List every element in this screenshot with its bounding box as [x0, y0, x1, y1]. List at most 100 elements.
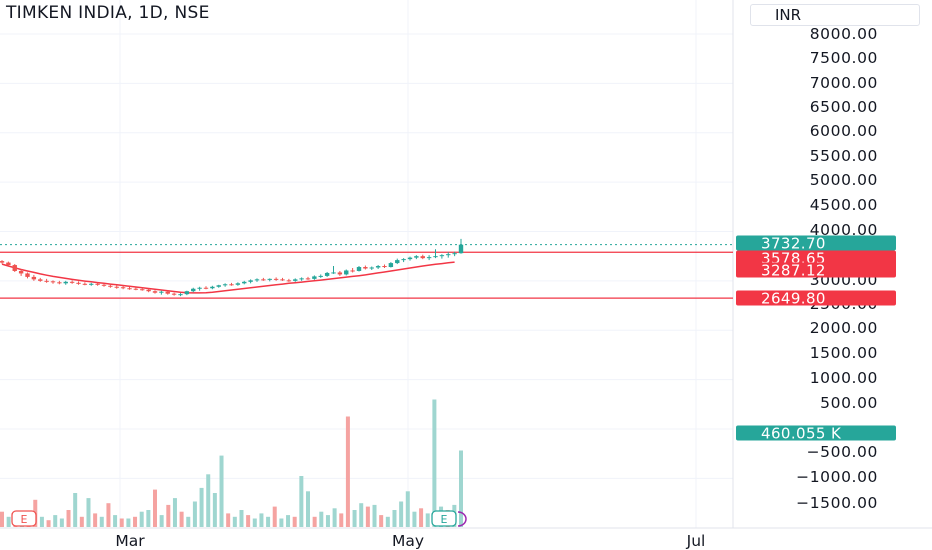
- currency-selector[interactable]: INR: [750, 4, 920, 26]
- volume-bar: [306, 491, 310, 527]
- candle-body: [369, 267, 374, 269]
- candle-body: [254, 279, 260, 281]
- horizontal-levels[interactable]: [0, 244, 733, 299]
- candle-body: [82, 283, 88, 285]
- candle: [401, 258, 406, 263]
- candle-body: [293, 279, 298, 281]
- volume-bar: [259, 513, 264, 527]
- volume-bar: [246, 515, 251, 527]
- candle-body: [203, 287, 209, 289]
- price-badge: 2649.80: [736, 290, 896, 308]
- candle: [197, 286, 202, 291]
- volume-bar: [166, 504, 171, 527]
- volume-bar: [252, 518, 257, 527]
- price-tick-label: −1500.00: [796, 494, 878, 512]
- candle: [152, 290, 158, 294]
- candle-body: [261, 279, 266, 281]
- candle-body: [280, 279, 285, 281]
- candle: [286, 278, 292, 282]
- volume-bar: [232, 516, 237, 527]
- candle: [165, 290, 170, 295]
- candle-body: [146, 289, 151, 292]
- candle: [407, 256, 413, 261]
- candle: [337, 270, 343, 276]
- candle-body: [63, 281, 68, 284]
- moving-average: [1, 261, 455, 294]
- candle-body: [382, 266, 387, 268]
- candle-body: [210, 286, 215, 289]
- candle-body: [229, 284, 234, 286]
- volume-bar: [126, 518, 131, 527]
- volume-bar: [0, 511, 4, 527]
- volume-bar: [206, 474, 211, 527]
- candle: [261, 277, 266, 281]
- candle: [344, 269, 349, 276]
- candle: [248, 279, 253, 284]
- candle: [120, 285, 126, 290]
- price-tick-label: 4000.00: [810, 221, 878, 239]
- candle: [273, 277, 279, 281]
- candle-body: [6, 262, 11, 266]
- earnings-marker-label: E: [441, 513, 448, 526]
- candle-body: [12, 265, 17, 271]
- candle-body: [248, 280, 253, 282]
- candle-body: [184, 291, 190, 295]
- candle-body: [197, 287, 202, 289]
- time-axis[interactable]: Mar May Jul: [115, 532, 705, 550]
- volume-bar: [139, 511, 144, 527]
- candles: [0, 238, 464, 297]
- candle: [25, 272, 30, 279]
- volume-bar: [332, 508, 337, 527]
- volume-bar: [352, 510, 357, 527]
- candle: [76, 281, 81, 285]
- candle: [395, 258, 400, 265]
- price-badge-value: 2649.80: [761, 290, 826, 308]
- price-tick-label: 2000.00: [810, 319, 878, 337]
- volume-bar: [186, 516, 191, 527]
- candle-body: [312, 276, 317, 279]
- volume-bar: [133, 516, 138, 527]
- price-tick-label: 500.00: [820, 394, 878, 412]
- time-tick-label: Mar: [115, 532, 145, 550]
- volume-bar: [432, 399, 437, 527]
- volume-bar: [199, 487, 204, 527]
- volume-bar: [219, 455, 224, 527]
- volume-bar: [419, 508, 424, 527]
- candle: [293, 278, 298, 282]
- candle: [44, 278, 49, 283]
- price-badge-value: 3287.12: [761, 262, 826, 280]
- candle: [114, 285, 119, 289]
- volume-bar: [365, 506, 370, 527]
- candle-body: [286, 280, 292, 282]
- candle: [446, 252, 451, 258]
- candle: [254, 278, 260, 282]
- candle-body: [178, 294, 183, 296]
- volume-bar: [153, 489, 157, 527]
- candle: [369, 266, 374, 270]
- candle-body: [0, 261, 5, 263]
- dividend-marker-arc: [457, 511, 467, 527]
- volume-bar: [392, 510, 397, 527]
- volume-bar: [179, 511, 184, 527]
- price-tick-label: 6000.00: [810, 122, 878, 140]
- volume-bar: [412, 511, 417, 527]
- candle-body: [114, 286, 119, 288]
- candle-body: [401, 259, 406, 261]
- volume-bars: [0, 399, 463, 527]
- candle-body: [395, 260, 400, 264]
- volume-bar: [319, 511, 324, 527]
- candle: [216, 284, 221, 288]
- candle: [356, 266, 362, 272]
- candle-body: [337, 272, 343, 275]
- volume-bar: [239, 510, 244, 527]
- candle: [458, 238, 464, 254]
- price-badge: 460.055 K: [736, 425, 896, 443]
- volume-bar: [59, 518, 64, 527]
- candle-body: [89, 283, 94, 285]
- price-tick-label: 6500.00: [810, 98, 878, 116]
- candle: [146, 288, 151, 293]
- price-tick-label: 5500.00: [810, 147, 878, 165]
